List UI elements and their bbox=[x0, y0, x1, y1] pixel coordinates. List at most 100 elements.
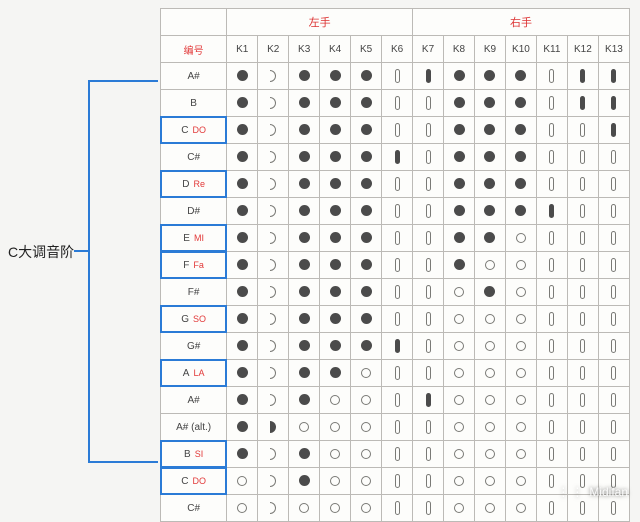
key-cell bbox=[258, 360, 289, 387]
oval-open-icon bbox=[611, 204, 616, 218]
key-cell bbox=[505, 333, 536, 360]
scale-bracket-stem bbox=[74, 250, 88, 252]
key-cell bbox=[567, 441, 598, 468]
oval-open-icon bbox=[580, 231, 585, 245]
dot-closed-icon bbox=[237, 70, 248, 81]
col-header: K1 bbox=[227, 36, 258, 63]
dot-open-icon bbox=[516, 503, 526, 513]
dot-closed-icon bbox=[330, 259, 341, 270]
key-cell bbox=[413, 144, 444, 171]
oval-open-icon bbox=[395, 285, 400, 299]
oval-open-icon bbox=[426, 204, 431, 218]
key-cell bbox=[598, 225, 629, 252]
oval-open-icon bbox=[395, 69, 400, 83]
dot-closed-icon bbox=[454, 205, 465, 216]
key-cell bbox=[227, 333, 258, 360]
oval-open-icon bbox=[395, 447, 400, 461]
dot-closed-icon bbox=[330, 367, 341, 378]
dot-closed-icon bbox=[299, 448, 310, 459]
dot-closed-icon bbox=[361, 178, 372, 189]
dot-open-icon bbox=[485, 503, 495, 513]
key-cell bbox=[444, 198, 475, 225]
oval-open-icon bbox=[549, 420, 554, 434]
key-cell bbox=[258, 441, 289, 468]
dot-closed-icon bbox=[454, 124, 465, 135]
key-cell bbox=[567, 198, 598, 225]
key-cell bbox=[505, 306, 536, 333]
key-cell bbox=[227, 225, 258, 252]
oval-open-icon bbox=[549, 231, 554, 245]
oval-open-icon bbox=[395, 501, 400, 515]
key-cell bbox=[444, 252, 475, 279]
key-cell bbox=[536, 171, 567, 198]
note-cell: A# bbox=[161, 387, 227, 414]
key-cell bbox=[258, 333, 289, 360]
dot-open-icon bbox=[516, 422, 526, 432]
oval-open-icon bbox=[580, 123, 585, 137]
dot-closed-icon bbox=[237, 97, 248, 108]
note-cell: DRe bbox=[161, 171, 227, 198]
note-cell: FFa bbox=[161, 252, 227, 279]
key-cell bbox=[536, 414, 567, 441]
key-cell bbox=[413, 117, 444, 144]
dot-closed-icon bbox=[330, 313, 341, 324]
key-cell bbox=[351, 360, 382, 387]
table-head: 左手右手编号K1K2K3K4K5K6K7K8K9K10K11K12K13 bbox=[161, 9, 630, 63]
oval-open-icon bbox=[549, 96, 554, 110]
dot-open-icon bbox=[485, 476, 495, 486]
key-cell bbox=[505, 198, 536, 225]
col-header: K12 bbox=[567, 36, 598, 63]
note-cell: C# bbox=[161, 144, 227, 171]
note-label: A bbox=[183, 368, 190, 379]
highlight-box bbox=[160, 440, 227, 468]
half-open-icon bbox=[270, 367, 276, 379]
key-cell bbox=[382, 171, 413, 198]
key-cell bbox=[567, 306, 598, 333]
key-cell bbox=[474, 225, 505, 252]
dot-closed-icon bbox=[484, 124, 495, 135]
key-cell bbox=[351, 198, 382, 225]
oval-open-icon bbox=[611, 501, 616, 515]
key-cell bbox=[227, 441, 258, 468]
key-cell bbox=[444, 225, 475, 252]
half-open-icon bbox=[270, 232, 276, 244]
key-cell bbox=[351, 144, 382, 171]
key-cell bbox=[444, 387, 475, 414]
key-cell bbox=[320, 225, 351, 252]
key-cell bbox=[289, 198, 320, 225]
dot-open-icon bbox=[361, 422, 371, 432]
key-cell bbox=[598, 144, 629, 171]
oval-open-icon bbox=[426, 366, 431, 380]
key-cell bbox=[382, 495, 413, 522]
key-cell bbox=[598, 279, 629, 306]
half-open-icon bbox=[270, 340, 276, 352]
dot-closed-icon bbox=[330, 340, 341, 351]
key-cell bbox=[505, 441, 536, 468]
key-cell bbox=[567, 63, 598, 90]
table-row: B bbox=[161, 90, 630, 117]
dot-closed-icon bbox=[515, 205, 526, 216]
key-cell bbox=[474, 360, 505, 387]
note-label: A# bbox=[188, 395, 200, 406]
key-cell bbox=[474, 495, 505, 522]
key-cell bbox=[227, 171, 258, 198]
oval-open-icon bbox=[580, 366, 585, 380]
dot-open-icon bbox=[361, 503, 371, 513]
key-cell bbox=[382, 279, 413, 306]
half-open-icon bbox=[270, 259, 276, 271]
key-cell bbox=[413, 441, 444, 468]
key-cell bbox=[258, 90, 289, 117]
oval-open-icon bbox=[426, 501, 431, 515]
key-cell bbox=[382, 306, 413, 333]
note-cell: A# (alt.) bbox=[161, 414, 227, 441]
key-cell bbox=[320, 279, 351, 306]
dot-open-icon bbox=[237, 503, 247, 513]
dot-closed-icon bbox=[237, 340, 248, 351]
dot-open-icon bbox=[454, 287, 464, 297]
note-label: C bbox=[181, 125, 188, 136]
oval-open-icon bbox=[580, 204, 585, 218]
key-cell bbox=[598, 306, 629, 333]
key-cell bbox=[474, 279, 505, 306]
oval-open-icon bbox=[395, 312, 400, 326]
key-cell bbox=[567, 414, 598, 441]
